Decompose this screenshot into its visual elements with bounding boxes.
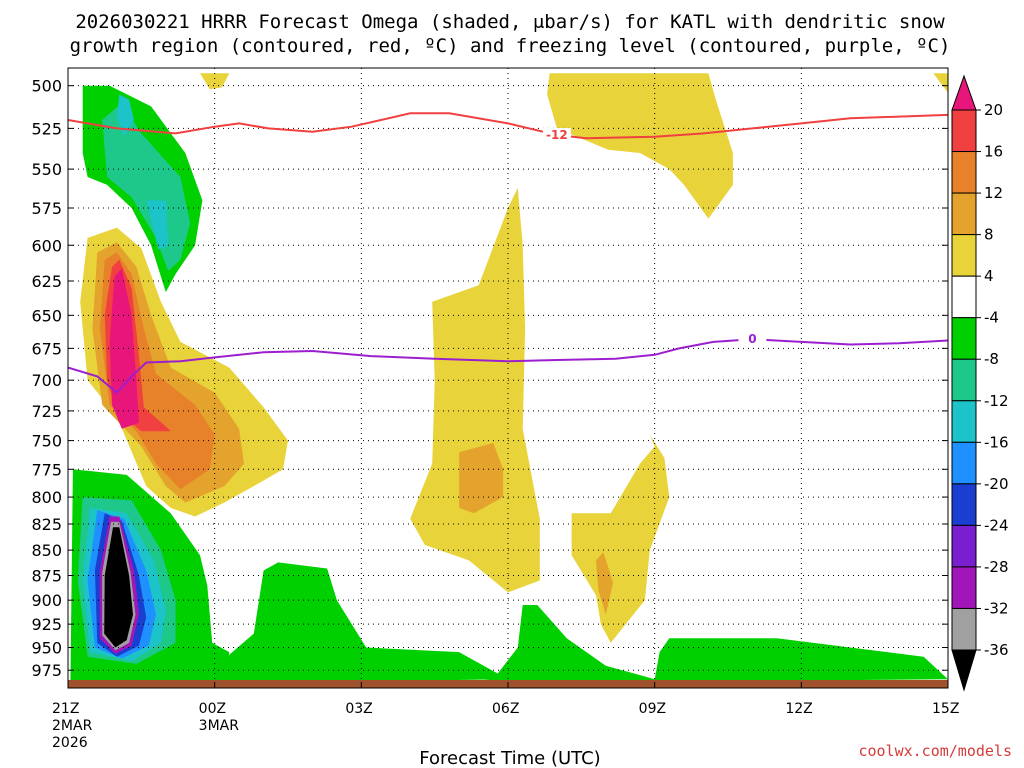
omega-region-20 [109, 268, 139, 429]
colorbar-label-6: -8 [984, 350, 999, 368]
omega-region-4 [933, 73, 948, 93]
y-tick-label-975: 975 [31, 661, 62, 680]
contour-line-0 [68, 338, 948, 394]
y-tick-label-500: 500 [31, 77, 62, 96]
colorbar-swatch-16 [951, 109, 977, 153]
omega-region-4 [200, 73, 230, 90]
omega-region--12 [116, 94, 134, 137]
colorbar-swatch--24 [951, 483, 977, 526]
chart-title-line1: 2026030221 HRRR Forecast Omega (shaded, … [75, 11, 945, 33]
y-tick-label-625: 625 [31, 272, 62, 291]
site-credit: coolwx.com/models [858, 742, 1012, 760]
x-tick-label-18-1: 15Z [932, 701, 959, 717]
colorbar-swatch-12 [951, 151, 977, 194]
colorbar-label-4: 4 [984, 267, 994, 285]
colorbar-swatch--28 [951, 524, 977, 568]
x-tick-label-0-2: 2MAR [52, 718, 93, 734]
y-tick-label-875: 875 [31, 567, 62, 586]
contour-label-0: 0 [748, 332, 756, 346]
colorbar-label-7: -12 [984, 392, 1009, 410]
x-tick-label-12-1: 09Z [639, 701, 666, 717]
temperature-contours: -12 0 [68, 112, 948, 394]
contour-label-bg--12 [542, 128, 571, 143]
colorbar-swatch--32 [951, 566, 977, 609]
pressure-axis: 500 525 550 575 600 625 650 675 700 725 750 775 800 8… [31, 77, 948, 680]
x-tick-label-0-1: 21Z [52, 701, 79, 717]
colorbar-label-0: 20 [984, 101, 1003, 119]
y-tick-label-925: 925 [31, 615, 62, 634]
x-tick-label-0-3: 2026 [52, 735, 88, 751]
x-tick-label-6-1: 03Z [345, 701, 372, 717]
x-tick-label-3-1: 00Z [199, 701, 226, 717]
colorbar-swatch--20 [951, 441, 977, 485]
contour-label--12: -12 [546, 128, 568, 142]
omega-region--4 [434, 605, 948, 684]
y-tick-label-700: 700 [31, 371, 62, 390]
contour-label-bg-0 [738, 332, 767, 347]
colorbar-swatch--4 [951, 275, 977, 319]
omega-region-8 [596, 552, 614, 615]
x-axis-label: Forecast Time (UTC) [419, 748, 600, 768]
colorbar-label-1: 16 [984, 143, 1003, 161]
y-tick-label-575: 575 [31, 199, 62, 218]
colorbar-label-5: -4 [984, 309, 999, 327]
y-tick-label-950: 950 [31, 638, 62, 657]
y-tick-label-675: 675 [31, 339, 62, 358]
colorbar-label-13: -36 [984, 641, 1009, 659]
chart-title-line2: growth region (contoured, red, ºC) and f… [70, 35, 951, 57]
y-tick-label-550: 550 [31, 160, 62, 179]
omega-region--8 [102, 103, 191, 272]
colorbar-label-10: -24 [984, 516, 1009, 534]
omega-colorbar: 20 16 12 8 4 -4 -8 -12 -16 -20 -24 -28 -32 -36 [951, 74, 1009, 692]
y-tick-label-600: 600 [31, 236, 62, 255]
omega-region--12 [146, 200, 169, 250]
colorbar-label-11: -28 [984, 558, 1009, 576]
contour-line--12 [68, 112, 948, 140]
colorbar-label-12: -32 [984, 599, 1009, 617]
colorbar-label-8: -16 [984, 433, 1009, 451]
y-tick-label-800: 800 [31, 488, 62, 507]
y-tick-label-725: 725 [31, 402, 62, 421]
omega-region--4 [209, 562, 509, 684]
omega-region-4 [547, 73, 733, 219]
colorbar-label-2: 12 [984, 184, 1003, 202]
omega-region-8 [459, 442, 504, 514]
y-tick-label-900: 900 [31, 591, 62, 610]
y-tick-label-775: 775 [31, 460, 62, 479]
omega-region-4 [571, 434, 670, 643]
omega-shading [70, 73, 948, 684]
colorbar-swatch--36 [951, 607, 977, 651]
x-tick-label-15-1: 12Z [785, 701, 812, 717]
colorbar-swatch--12 [951, 358, 977, 402]
colorbar-swatch-4 [951, 234, 977, 277]
y-tick-label-850: 850 [31, 541, 62, 560]
plot-grid [68, 68, 948, 688]
y-tick-label-650: 650 [31, 306, 62, 325]
colorbar-label-3: 8 [984, 226, 994, 244]
x-tick-label-9-1: 06Z [492, 701, 519, 717]
omega-region-4 [410, 188, 540, 593]
y-tick-label-750: 750 [31, 432, 62, 451]
colorbar-swatch-8 [951, 192, 977, 236]
colorbar-label-9: -20 [984, 475, 1009, 493]
colorbar-arrow-top [951, 74, 977, 111]
x-tick-label-3-2: 3MAR [199, 718, 240, 734]
y-tick-label-825: 825 [31, 515, 62, 534]
colorbar-swatch--16 [951, 400, 977, 443]
colorbar-arrow-bottom [951, 649, 977, 692]
omega-region--36 [104, 527, 133, 648]
colorbar-swatch--8 [951, 317, 977, 360]
y-tick-label-525: 525 [31, 119, 62, 138]
